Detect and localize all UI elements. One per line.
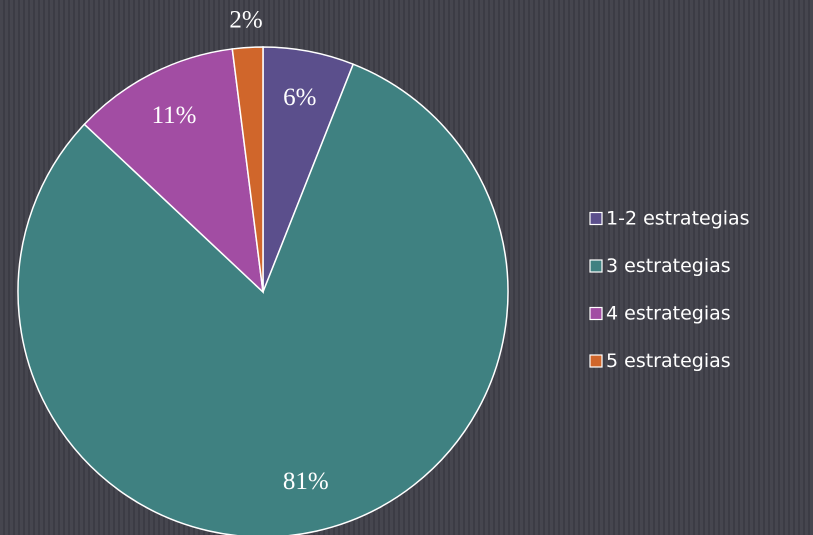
data-label: 11% bbox=[152, 102, 197, 129]
legend-label: 3 estrategias bbox=[606, 255, 731, 277]
legend-label: 1-2 estrategias bbox=[606, 208, 750, 230]
legend-swatch bbox=[589, 306, 603, 321]
legend-swatch bbox=[589, 211, 603, 226]
pie-slice bbox=[231, 46, 264, 293]
pie-slice bbox=[83, 48, 265, 294]
legend-label: 4 estrategias bbox=[606, 303, 731, 325]
pie-slice bbox=[17, 63, 509, 535]
data-label: 6% bbox=[283, 84, 316, 111]
legend-swatch bbox=[589, 259, 603, 273]
data-label: 81% bbox=[283, 468, 329, 495]
legend-label: 5 estrategias bbox=[606, 350, 731, 372]
data-label: 2% bbox=[229, 6, 262, 33]
legend-swatch bbox=[589, 354, 603, 368]
